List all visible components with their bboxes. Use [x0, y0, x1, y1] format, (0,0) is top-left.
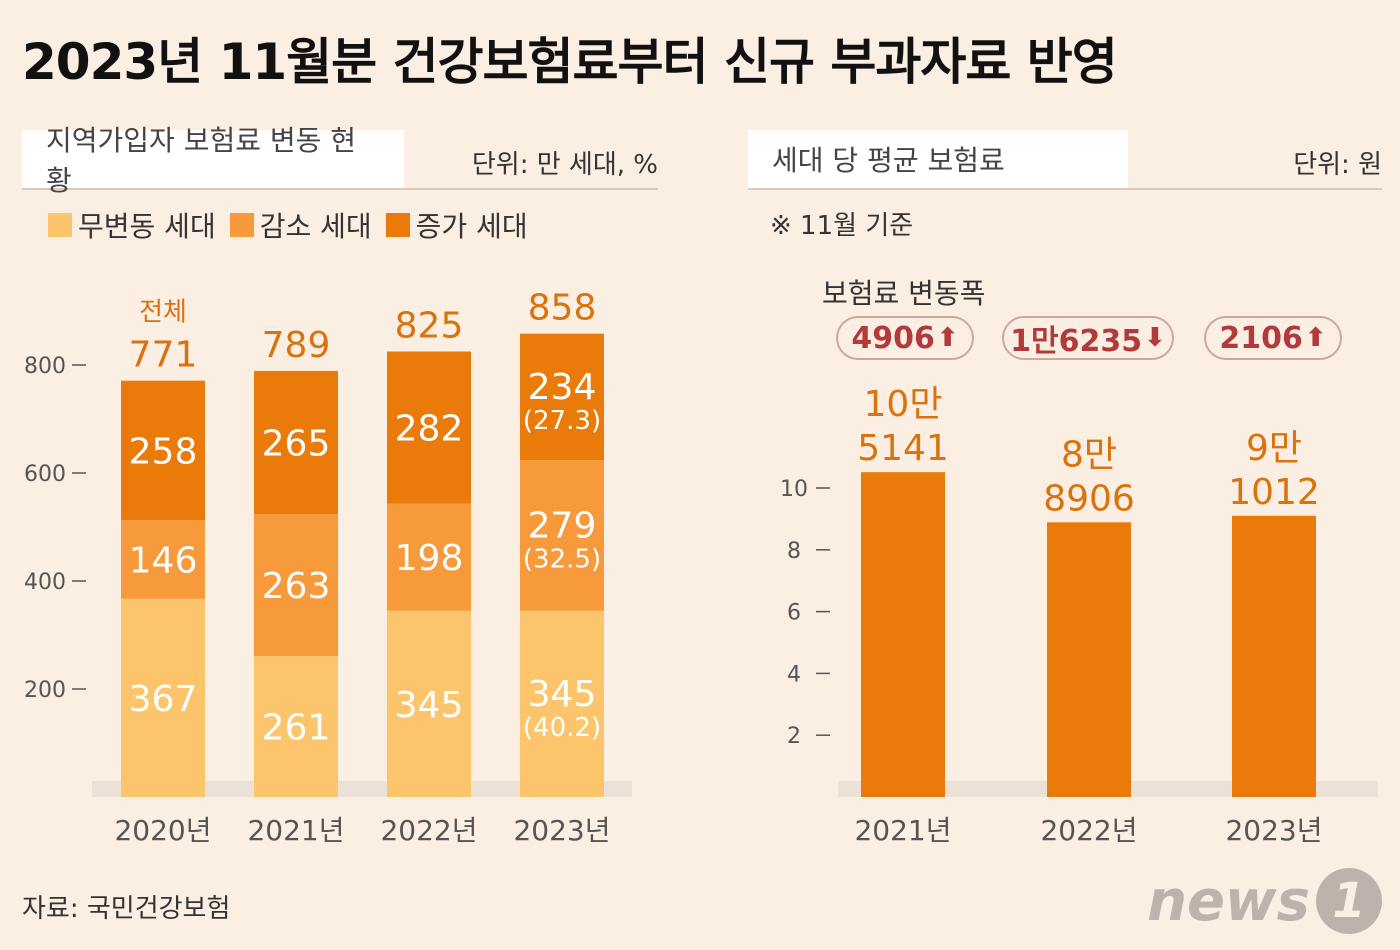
- change-title: 보험료 변동폭: [822, 277, 986, 310]
- bar-total-label: 825: [395, 306, 464, 347]
- bar-value-label: 367: [129, 679, 198, 720]
- y-tick-label: 200: [24, 678, 66, 703]
- right-panel-heading: 세대 당 평균 보험료: [748, 130, 1128, 188]
- bar-segment: [387, 610, 471, 797]
- change-value-2023: 2106: [1219, 320, 1303, 356]
- source-text: 자료: 국민건강보험: [22, 894, 231, 924]
- bar-segment: [121, 519, 205, 599]
- bar: [1232, 515, 1316, 797]
- bar-percent-label: (27.3): [523, 406, 601, 436]
- legend-label-unchanged: 무변동 세대: [78, 210, 216, 243]
- baseline-shadow: [92, 781, 632, 797]
- y-tick-label: 8: [787, 539, 801, 564]
- bar-segment: [520, 610, 604, 797]
- bar-value-label-man: 10만: [864, 384, 943, 425]
- bar-total-label: 858: [528, 288, 597, 329]
- bar-value-label-man: 9만: [1246, 428, 1302, 469]
- bar-value-label: 345: [395, 685, 464, 726]
- left-panel-unit: 단위: 만 세대, %: [471, 150, 658, 180]
- bar-value-label: 198: [395, 538, 464, 579]
- bar-segment: [254, 370, 338, 515]
- change-pill-2021: 4906 ⬆: [836, 316, 974, 360]
- total-prefix-label: 전체: [139, 298, 187, 328]
- bar-segment: [121, 380, 205, 520]
- bar-value-label: 263: [262, 566, 331, 607]
- bar-value-label-man: 8만: [1061, 434, 1117, 475]
- change-pill-2022: 1만6235 ⬇: [1002, 316, 1174, 360]
- x-tick-label: 2023년: [1225, 814, 1322, 847]
- bar-value-label-won: 8906: [1043, 478, 1135, 519]
- bar-value-label: 146: [129, 540, 198, 581]
- legend-item-increase: 증가 세대: [385, 205, 528, 245]
- bar-value-label: 261: [262, 708, 331, 749]
- y-tick-label: 800: [24, 354, 66, 379]
- legend-item-decrease: 감소 세대: [229, 205, 372, 245]
- logo-text: news: [1147, 868, 1310, 934]
- x-tick-label: 2022년: [1040, 814, 1137, 847]
- bar-segment: [387, 503, 471, 611]
- reference-note: ※ 11월 기준: [770, 211, 914, 241]
- x-tick-label: 2020년: [114, 814, 211, 847]
- bar-value-label: 258: [129, 431, 198, 472]
- right-panel-unit: 단위: 원: [1293, 150, 1382, 180]
- legend-label-decrease: 감소 세대: [259, 210, 372, 243]
- change-pill-2023: 2106 ⬆: [1204, 316, 1342, 360]
- page-title: 2023년 11월분 건강보험료부터 신규 부과자료 반영: [22, 33, 1118, 91]
- y-tick-label: 2: [787, 724, 801, 749]
- bar-value-label: 234: [528, 367, 597, 408]
- bar-value-label-won: 1012: [1228, 472, 1320, 513]
- bar-value-label: 265: [262, 423, 331, 464]
- x-tick-label: 2021년: [854, 814, 951, 847]
- y-tick-label: 10: [780, 477, 808, 502]
- bar-percent-label: (32.5): [523, 544, 601, 574]
- arrow-down-icon: ⬇: [1144, 323, 1166, 353]
- bar-percent-label: (40.2): [523, 713, 601, 743]
- right-panel-header: 세대 당 평균 보험료 단위: 원: [748, 130, 1382, 190]
- bar-value-label-won: 5141: [857, 428, 949, 469]
- y-tick-label: 600: [24, 462, 66, 487]
- bar-total-label: 771: [129, 335, 198, 376]
- change-value-2021: 4906: [851, 320, 935, 356]
- news1-logo: news 1: [1147, 868, 1382, 934]
- legend-item-unchanged: 무변동 세대: [48, 205, 216, 245]
- legend-swatch-unchanged: [48, 213, 72, 237]
- arrow-up-icon: ⬆: [936, 323, 959, 353]
- bar-segment: [254, 656, 338, 797]
- bar-value-label: 282: [395, 409, 464, 450]
- bar: [1047, 522, 1131, 797]
- legend-label-increase: 증가 세대: [415, 210, 528, 243]
- x-tick-label: 2023년: [513, 814, 610, 847]
- legend: 무변동 세대 감소 세대 증가 세대: [48, 205, 528, 245]
- logo-mark: 1: [1316, 868, 1382, 934]
- arrow-up-icon: ⬆: [1304, 323, 1327, 353]
- bar-value-label: 345: [528, 674, 597, 715]
- y-tick-label: 4: [787, 662, 801, 687]
- x-tick-label: 2021년: [247, 814, 344, 847]
- legend-swatch-decrease: [229, 213, 254, 237]
- bar-segment: [121, 598, 205, 797]
- bar-value-label: 279: [528, 505, 597, 546]
- x-tick-label: 2022년: [380, 814, 477, 847]
- legend-swatch-increase: [385, 213, 410, 237]
- bar-segment: [387, 351, 471, 504]
- bar-total-label: 789: [262, 325, 331, 366]
- change-value-2022: 1만6235: [1010, 324, 1143, 359]
- bar: [861, 472, 945, 797]
- y-tick-label: 400: [24, 570, 66, 595]
- bar-segment: [520, 460, 604, 611]
- y-tick-label: 6: [787, 601, 801, 626]
- bar-segment: [520, 333, 604, 461]
- bar-segment: [254, 514, 338, 657]
